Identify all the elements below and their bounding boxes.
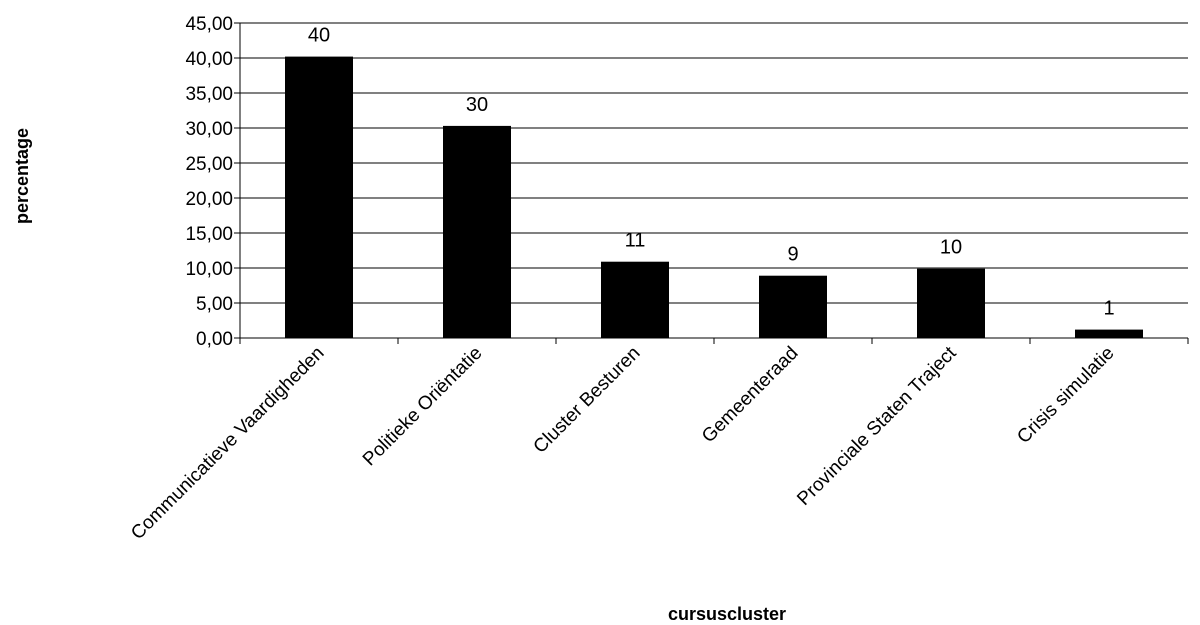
bar — [601, 261, 669, 338]
gridlines — [240, 22, 1188, 304]
y-tick-label: 0,00 — [196, 329, 233, 350]
category-label: Gemeenteraad — [698, 343, 802, 447]
data-label: 10 — [940, 237, 962, 259]
bar — [285, 56, 353, 338]
y-tick-label: 10,00 — [185, 259, 233, 280]
category-label: Cluster Besturen — [530, 343, 645, 458]
bar — [917, 268, 985, 338]
category-label: Communicatieve Vaardigheden — [127, 343, 328, 544]
x-axis-title: cursuscluster — [668, 604, 786, 624]
y-tick-label: 15,00 — [185, 224, 233, 245]
bars — [285, 56, 1143, 339]
y-tick-label: 45,00 — [185, 14, 233, 35]
y-tick-label: 20,00 — [185, 189, 233, 210]
category-label: Politieke Oriëntatie — [359, 343, 487, 471]
bar — [443, 125, 511, 339]
bar — [1075, 329, 1143, 338]
y-tick-label: 30,00 — [185, 119, 233, 140]
category-label: Provinciale Staten Traject — [793, 342, 961, 510]
data-label: 11 — [625, 230, 646, 252]
y-tick-label: 40,00 — [185, 49, 233, 70]
data-label: 1 — [1103, 298, 1114, 320]
data-label: 40 — [308, 25, 330, 47]
data-label: 9 — [787, 244, 798, 266]
y-tick-label: 5,00 — [196, 294, 233, 315]
bar — [759, 275, 827, 338]
category-labels: Communicatieve Vaardigheden Politieke Ori… — [127, 342, 1118, 544]
axes — [239, 23, 1189, 344]
y-axis-title: percentage — [12, 128, 32, 224]
y-tick-label: 25,00 — [185, 154, 233, 175]
data-label: 30 — [466, 94, 488, 116]
category-label: Crisis simulatie — [1013, 343, 1118, 448]
data-labels: 40 30 11 9 10 1 — [308, 25, 1115, 320]
y-axis-ticks: 0,00 5,00 10,00 15,00 20,00 25,00 30,00 35,00 40… — [185, 14, 240, 350]
y-tick-label: 35,00 — [185, 84, 233, 105]
